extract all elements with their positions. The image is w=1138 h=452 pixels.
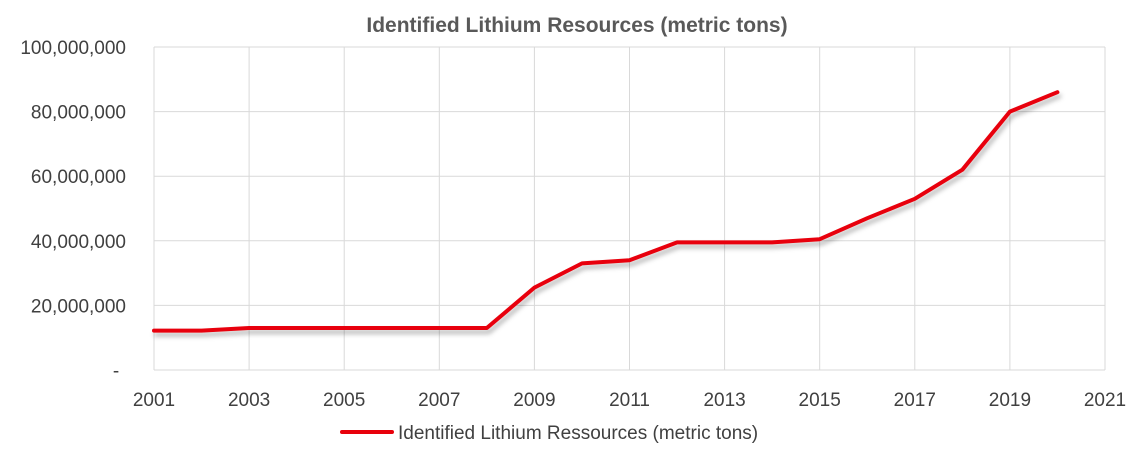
x-tick-label: 2015 xyxy=(799,390,841,411)
y-axis-ticks: - 20,000,000 40,000,000 60,000,000 80,000,00… xyxy=(20,38,126,382)
y-tick-label: 60,000,000 xyxy=(31,167,126,188)
legend-label: Identified Lithium Ressources (metric to… xyxy=(398,423,758,444)
x-tick-label: 2001 xyxy=(133,390,175,411)
x-axis-ticks: 2001 2003 2005 2007 2009 2011 2013 2015 2017 2019… xyxy=(133,390,1126,411)
x-tick-label: 2009 xyxy=(513,390,555,411)
x-tick-label: 2005 xyxy=(323,390,365,411)
x-tick-label: 2019 xyxy=(989,390,1031,411)
y-tick-label: 40,000,000 xyxy=(31,232,126,253)
x-tick-label: 2013 xyxy=(703,390,745,411)
x-tick-label: 2003 xyxy=(228,390,270,411)
gridlines xyxy=(153,46,1106,371)
chart-title: Identified Lithium Resources (metric ton… xyxy=(366,14,787,37)
x-tick-label: 2011 xyxy=(609,390,650,411)
series-line xyxy=(152,90,1060,333)
y-tick-label: - xyxy=(113,361,119,382)
x-tick-label: 2021 xyxy=(1084,390,1126,411)
x-tick-label: 2017 xyxy=(894,390,936,411)
y-tick-label: 20,000,000 xyxy=(31,296,126,317)
y-tick-label: 100,000,000 xyxy=(20,38,126,59)
legend: Identified Lithium Ressources (metric to… xyxy=(340,423,758,444)
y-tick-label: 80,000,000 xyxy=(31,103,126,124)
series-layer xyxy=(152,90,1060,333)
x-tick-label: 2007 xyxy=(418,390,460,411)
